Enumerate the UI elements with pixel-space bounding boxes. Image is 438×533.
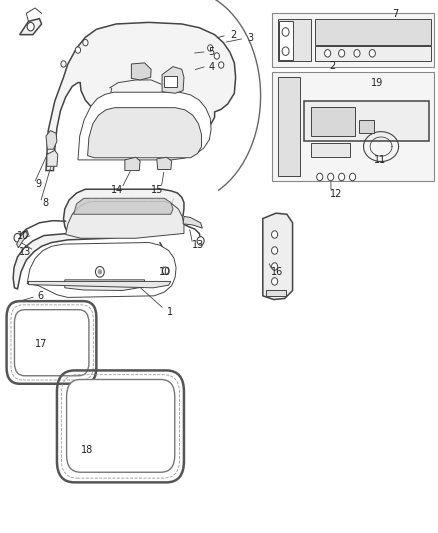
Polygon shape (311, 143, 350, 157)
Text: 5: 5 (208, 47, 215, 56)
Circle shape (14, 233, 21, 242)
Circle shape (272, 231, 278, 238)
Polygon shape (131, 63, 151, 80)
Polygon shape (266, 290, 286, 296)
Circle shape (317, 173, 323, 181)
Circle shape (162, 267, 169, 274)
Circle shape (282, 28, 289, 36)
Circle shape (350, 173, 356, 181)
FancyBboxPatch shape (67, 379, 175, 472)
Circle shape (27, 22, 34, 31)
Text: 9: 9 (35, 180, 42, 189)
Polygon shape (20, 19, 42, 35)
Polygon shape (272, 72, 434, 181)
Circle shape (219, 62, 224, 68)
Polygon shape (311, 107, 355, 136)
Polygon shape (13, 189, 184, 289)
Polygon shape (74, 198, 173, 214)
Circle shape (95, 266, 104, 277)
Polygon shape (46, 131, 57, 149)
Text: 13: 13 (192, 240, 204, 250)
Circle shape (208, 45, 213, 51)
Polygon shape (164, 76, 177, 87)
Circle shape (48, 136, 55, 144)
Polygon shape (66, 201, 184, 238)
Circle shape (328, 173, 334, 181)
Text: 19: 19 (371, 78, 384, 88)
Polygon shape (157, 157, 172, 169)
Text: 13: 13 (19, 247, 32, 256)
Polygon shape (125, 157, 140, 171)
Circle shape (272, 278, 278, 285)
Circle shape (197, 237, 204, 245)
Circle shape (98, 269, 102, 274)
Text: 10: 10 (17, 231, 29, 240)
Text: 3: 3 (247, 34, 254, 43)
Text: 1: 1 (167, 307, 173, 317)
Text: 10: 10 (159, 267, 172, 277)
Text: 15: 15 (151, 185, 163, 195)
Circle shape (134, 66, 142, 76)
Polygon shape (315, 19, 431, 45)
Circle shape (272, 247, 278, 254)
Polygon shape (88, 108, 201, 158)
Polygon shape (47, 150, 58, 166)
Circle shape (369, 50, 375, 57)
Circle shape (325, 50, 331, 57)
Text: 4: 4 (208, 62, 215, 72)
Polygon shape (78, 92, 211, 160)
Circle shape (61, 61, 66, 67)
Polygon shape (279, 21, 293, 60)
Text: 11: 11 (374, 155, 386, 165)
Polygon shape (278, 19, 311, 61)
Text: 18: 18 (81, 446, 93, 455)
Polygon shape (359, 120, 374, 133)
Text: 12: 12 (330, 189, 343, 199)
Polygon shape (65, 280, 145, 290)
Polygon shape (272, 13, 434, 67)
Polygon shape (46, 22, 236, 171)
Circle shape (49, 156, 55, 164)
Circle shape (272, 263, 278, 270)
Circle shape (128, 161, 135, 169)
Polygon shape (304, 101, 429, 141)
Polygon shape (278, 77, 300, 176)
Text: 7: 7 (392, 9, 399, 19)
Text: 8: 8 (42, 198, 48, 207)
FancyBboxPatch shape (14, 310, 89, 376)
Polygon shape (162, 67, 184, 93)
Polygon shape (183, 216, 202, 228)
Circle shape (339, 50, 345, 57)
Circle shape (75, 47, 81, 53)
Polygon shape (315, 46, 431, 61)
Circle shape (160, 160, 167, 168)
Circle shape (83, 39, 88, 46)
Circle shape (214, 53, 219, 59)
Text: 2: 2 (230, 30, 236, 40)
Text: 6: 6 (38, 292, 44, 301)
Circle shape (339, 173, 345, 181)
Polygon shape (27, 243, 176, 297)
Circle shape (354, 50, 360, 57)
Polygon shape (263, 213, 293, 300)
Text: 2: 2 (329, 61, 335, 71)
Text: 16: 16 (271, 267, 283, 277)
Polygon shape (28, 281, 171, 288)
Circle shape (282, 47, 289, 55)
Text: 14: 14 (111, 185, 124, 195)
Text: 17: 17 (35, 340, 47, 349)
Polygon shape (17, 230, 28, 248)
